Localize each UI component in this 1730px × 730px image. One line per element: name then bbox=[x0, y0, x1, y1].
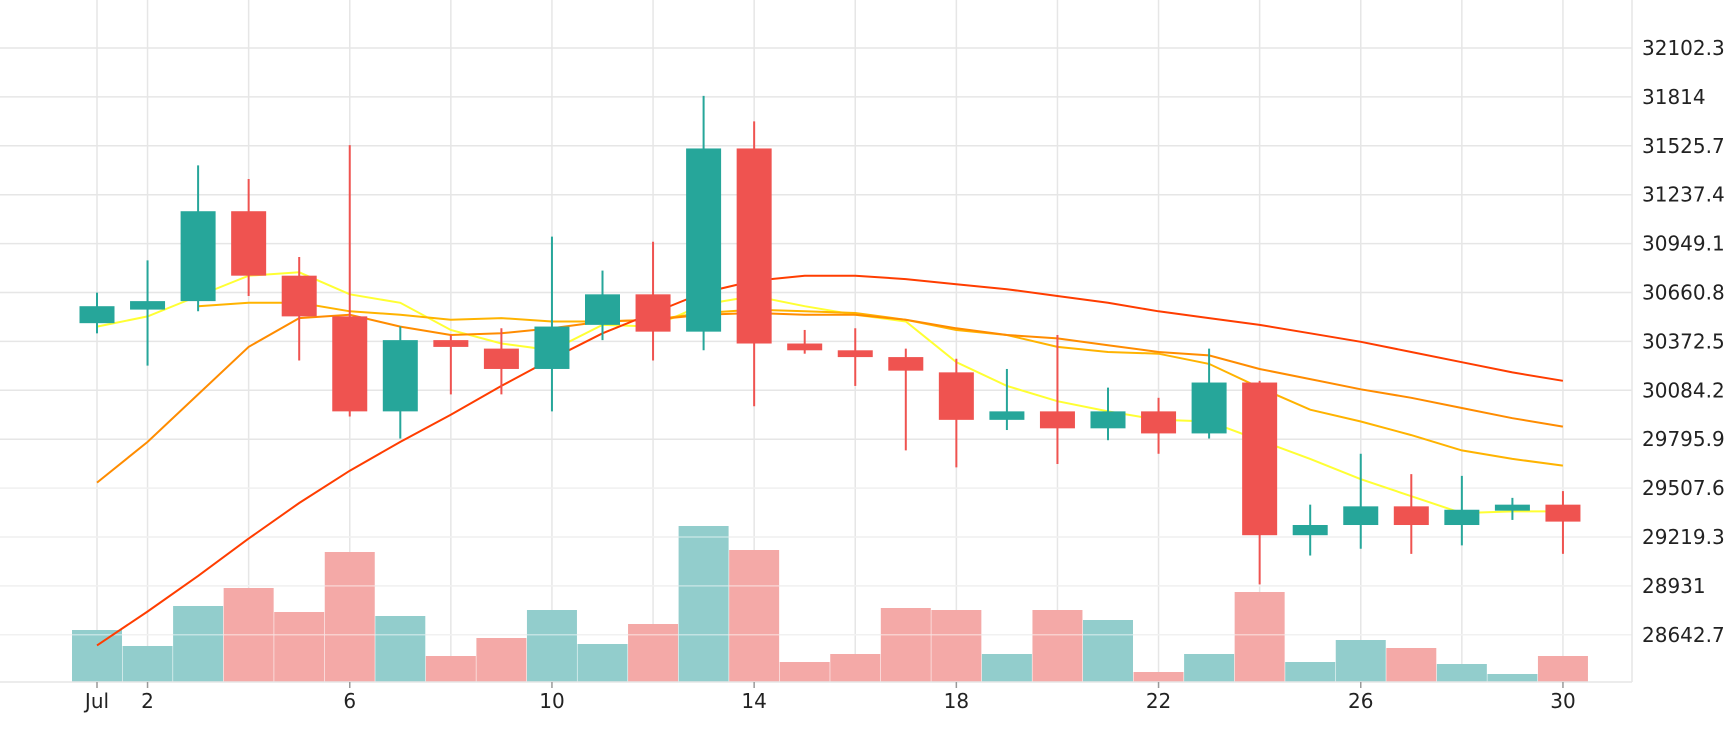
volume-bar bbox=[1537, 656, 1588, 682]
volume-bar bbox=[729, 550, 780, 682]
x-tick-label: 30 bbox=[1550, 689, 1575, 713]
candle-body bbox=[130, 301, 166, 310]
x-tick-label: 22 bbox=[1146, 689, 1171, 713]
candle-body bbox=[281, 275, 317, 317]
x-tick-label: 18 bbox=[944, 689, 969, 713]
volume-bar bbox=[1032, 610, 1083, 682]
volume-bar bbox=[1133, 672, 1184, 682]
moving-average-line bbox=[96, 271, 1563, 515]
y-tick-label: 29507.6 bbox=[1642, 476, 1725, 500]
volume-bar bbox=[779, 662, 830, 682]
y-tick-label: 30660.8 bbox=[1642, 281, 1725, 305]
volume-bar bbox=[476, 638, 527, 682]
candle-body bbox=[433, 340, 469, 347]
x-tick-label: 26 bbox=[1348, 689, 1373, 713]
candles bbox=[79, 95, 1581, 585]
x-tick-label: 10 bbox=[539, 689, 564, 713]
y-tick-label: 30084.2 bbox=[1642, 378, 1725, 402]
grid-lines bbox=[0, 0, 1632, 682]
candle-body bbox=[1444, 509, 1480, 526]
candle-body bbox=[585, 294, 620, 325]
volume-bar bbox=[324, 552, 375, 682]
x-tick-label: 2 bbox=[141, 689, 154, 713]
candle-body bbox=[787, 343, 823, 351]
candle-body bbox=[534, 326, 570, 369]
candle-body bbox=[1039, 411, 1075, 429]
candle-body bbox=[79, 306, 115, 324]
volume-bar bbox=[1234, 592, 1285, 682]
volume-bar bbox=[1386, 648, 1437, 682]
x-tick-label: Jul bbox=[83, 689, 109, 713]
y-tick-label: 28931 bbox=[1642, 574, 1706, 598]
volume-bar bbox=[173, 606, 224, 682]
volume-bar bbox=[122, 646, 173, 682]
volume-bar bbox=[1335, 640, 1386, 682]
candle-body bbox=[1393, 506, 1429, 526]
volume-bar bbox=[1184, 654, 1235, 682]
candle-body bbox=[1191, 382, 1227, 434]
y-tick-label: 30372.5 bbox=[1642, 329, 1725, 353]
volume-bar bbox=[981, 654, 1032, 682]
volume-bar bbox=[1487, 674, 1538, 682]
candle-body bbox=[1141, 411, 1177, 434]
volume-bar bbox=[880, 608, 931, 682]
candle-body bbox=[938, 372, 974, 420]
moving-average-lines bbox=[96, 271, 1564, 647]
candle-body bbox=[1494, 504, 1530, 511]
volume-bar bbox=[678, 526, 729, 682]
candle-body bbox=[483, 348, 519, 369]
candle-body bbox=[989, 411, 1025, 420]
moving-average-line bbox=[96, 274, 1564, 647]
volume-bar bbox=[830, 654, 881, 682]
volume-bar bbox=[1285, 662, 1336, 682]
moving-average-line bbox=[96, 311, 1564, 484]
volume-bar bbox=[223, 588, 274, 682]
volume-bars bbox=[0, 487, 1632, 682]
volume-bar bbox=[1083, 620, 1133, 682]
candle-body bbox=[1242, 382, 1278, 536]
candle-body bbox=[888, 357, 924, 371]
candle-body bbox=[1090, 411, 1126, 429]
volume-bar bbox=[628, 624, 679, 682]
volume-bar bbox=[72, 630, 122, 682]
y-tick-label: 29219.3 bbox=[1642, 525, 1725, 549]
candle-body bbox=[1545, 504, 1581, 522]
candle-body bbox=[736, 148, 772, 344]
candle-body bbox=[837, 350, 873, 358]
axes: 32102.3 31814 31525.7 31237.4 30949.1 30660.8… bbox=[0, 0, 1725, 713]
x-tick-label: 6 bbox=[343, 689, 356, 713]
y-tick-label: 31237.4 bbox=[1642, 183, 1725, 207]
volume-bar bbox=[425, 656, 476, 682]
y-tick-label: 29795.9 bbox=[1642, 427, 1725, 451]
candle-body bbox=[180, 211, 216, 302]
y-tick-label: 31525.7 bbox=[1642, 134, 1725, 158]
volume-bar bbox=[931, 610, 982, 682]
candle-body bbox=[382, 340, 418, 412]
candle-body bbox=[332, 316, 368, 412]
volume-bar bbox=[526, 610, 577, 682]
y-tick-label: 31814 bbox=[1642, 85, 1706, 109]
y-tick-label: 32102.3 bbox=[1642, 36, 1725, 60]
y-tick-label: 30949.1 bbox=[1642, 232, 1725, 256]
candle-body bbox=[635, 294, 671, 332]
candle-body bbox=[686, 148, 722, 332]
volume-bar bbox=[1436, 664, 1487, 682]
candle-body bbox=[231, 211, 267, 276]
volume-bar bbox=[375, 616, 426, 682]
volume-bar bbox=[274, 612, 325, 682]
candle-body bbox=[1343, 506, 1379, 526]
volume-bar bbox=[577, 644, 628, 682]
candle-body bbox=[1292, 525, 1328, 536]
y-tick-label: 28642.7 bbox=[1642, 623, 1725, 647]
x-tick-label: 14 bbox=[741, 689, 766, 713]
